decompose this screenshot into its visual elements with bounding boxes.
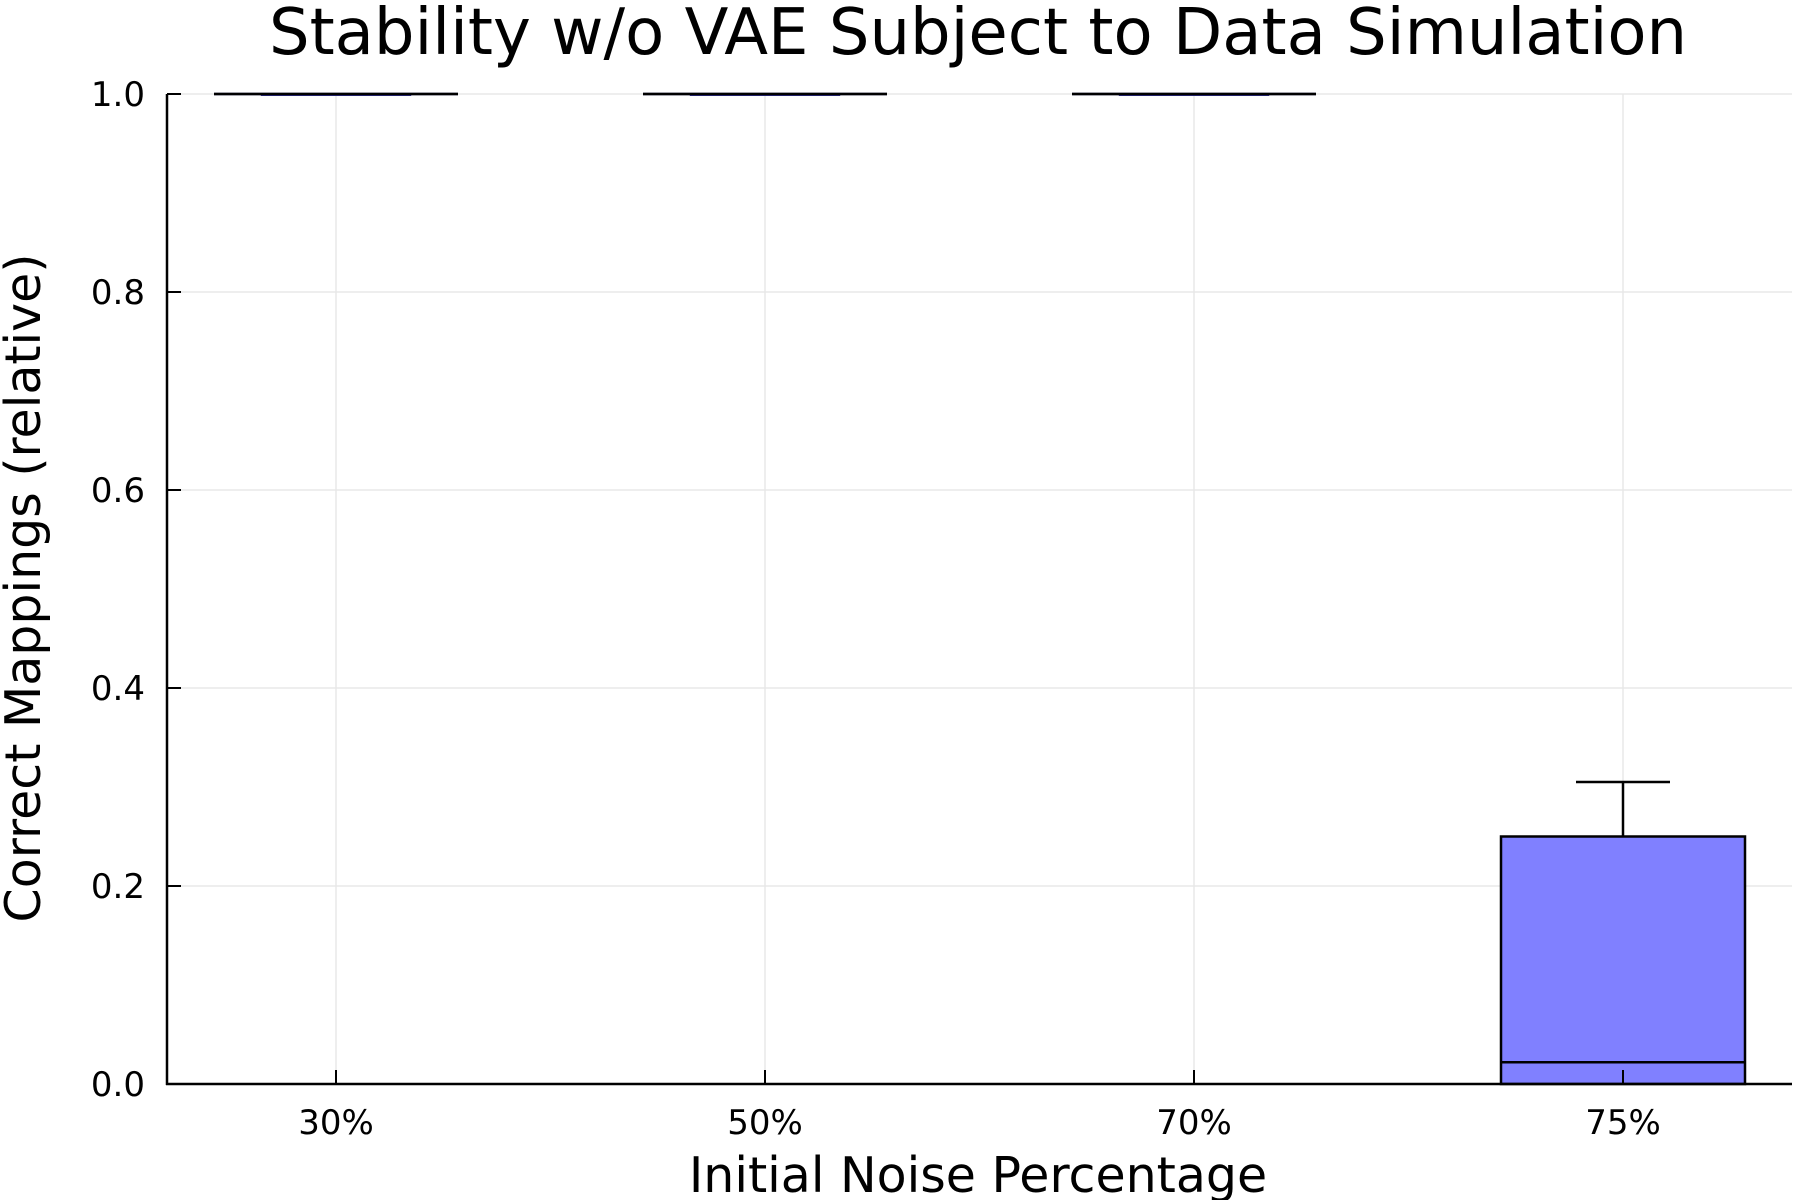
x-tick-label: 30%: [298, 1103, 374, 1143]
y-tick-label: 0.6: [91, 471, 145, 511]
y-tick-label: 0.8: [91, 273, 145, 313]
y-tick-label: 0.0: [91, 1065, 145, 1105]
y-axis-label: Correct Mappings (relative): [0, 254, 52, 923]
y-tick-label: 0.2: [91, 867, 145, 907]
tick-labels: 0.0 0.2 0.4 0.6 0.8 1.0 30% 50% 70% 75%: [91, 75, 1661, 1143]
box-75pct: [1499, 780, 1747, 1086]
y-tick-label: 1.0: [91, 75, 145, 115]
box-body: [1499, 835, 1747, 1086]
y-tick-label: 0.4: [91, 669, 145, 709]
box-70pct: [1072, 92, 1316, 96]
box-50pct: [643, 92, 887, 96]
x-tick-label: 70%: [1156, 1103, 1232, 1143]
axes: [165, 93, 1792, 1086]
x-axis-label: Initial Noise Percentage: [689, 1147, 1267, 1200]
box-30pct: [214, 92, 458, 96]
chart-title: Stability w/o VAE Subject to Data Simula…: [269, 0, 1687, 70]
x-tick-label: 50%: [727, 1103, 803, 1143]
box-series: [214, 92, 1747, 1086]
x-tick-label: 75%: [1585, 1103, 1661, 1143]
